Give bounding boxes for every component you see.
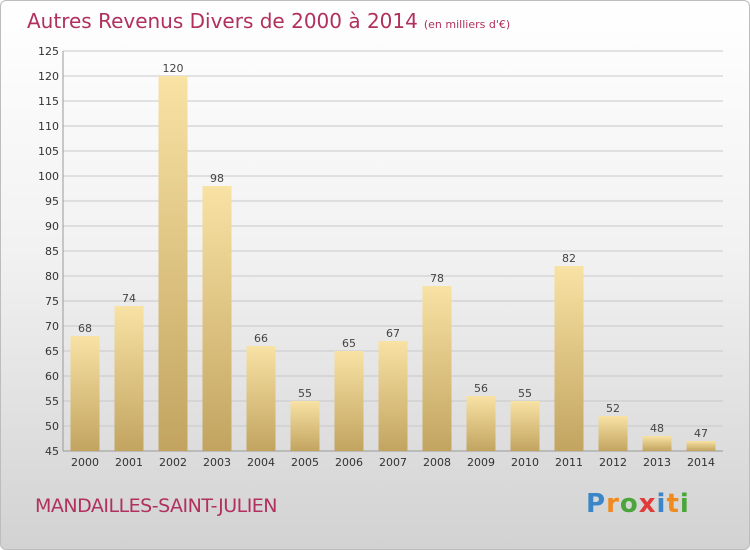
- y-tick-label: 45: [45, 445, 59, 458]
- x-tick-label: 2008: [423, 456, 451, 469]
- bar: [70, 336, 100, 451]
- bar: [246, 346, 276, 451]
- y-tick-label: 125: [38, 45, 59, 58]
- bar-value-label: 65: [342, 337, 356, 350]
- bar: [334, 351, 364, 451]
- logo-letter: i: [656, 489, 667, 519]
- bar: [554, 266, 584, 451]
- bar-value-label: 67: [386, 327, 400, 340]
- bar: [290, 401, 320, 451]
- logo-letter: P: [586, 489, 607, 519]
- bar-value-label: 120: [163, 62, 184, 75]
- x-tick-label: 2010: [511, 456, 539, 469]
- logo-letter: i: [679, 489, 690, 519]
- y-tick-label: 95: [45, 195, 59, 208]
- bar-value-label: 74: [122, 292, 136, 305]
- bar-value-label: 52: [606, 402, 620, 415]
- bar-value-label: 56: [474, 382, 488, 395]
- bar-value-label: 68: [78, 322, 92, 335]
- y-tick-label: 110: [38, 120, 59, 133]
- x-tick-label: 2000: [71, 456, 99, 469]
- bar: [510, 401, 540, 451]
- bar-value-label: 47: [694, 427, 708, 440]
- y-tick-label: 100: [38, 170, 59, 183]
- y-tick-label: 65: [45, 345, 59, 358]
- proxiti-logo: Proxiti: [586, 489, 690, 519]
- y-tick-label: 120: [38, 70, 59, 83]
- x-tick-label: 2013: [643, 456, 671, 469]
- bar: [466, 396, 496, 451]
- x-tick-label: 2004: [247, 456, 275, 469]
- y-tick-label: 105: [38, 145, 59, 158]
- bar: [686, 441, 716, 451]
- y-tick-label: 90: [45, 220, 59, 233]
- y-tick-label: 55: [45, 395, 59, 408]
- bar-value-label: 98: [210, 172, 224, 185]
- x-tick-label: 2011: [555, 456, 583, 469]
- y-tick-label: 75: [45, 295, 59, 308]
- chart-title-text: Autres Revenus Divers de 2000 à 2014: [27, 9, 418, 33]
- y-tick-label: 115: [38, 95, 59, 108]
- bar-value-label: 48: [650, 422, 664, 435]
- y-tick-label: 60: [45, 370, 59, 383]
- y-tick-label: 70: [45, 320, 59, 333]
- x-tick-label: 2001: [115, 456, 143, 469]
- bar: [422, 286, 452, 451]
- x-tick-label: 2012: [599, 456, 627, 469]
- bar: [598, 416, 628, 451]
- chart-title: Autres Revenus Divers de 2000 à 2014 (en …: [27, 9, 510, 33]
- y-tick-label: 85: [45, 245, 59, 258]
- logo-letter: t: [666, 489, 680, 519]
- x-tick-label: 2009: [467, 456, 495, 469]
- x-tick-label: 2006: [335, 456, 363, 469]
- place-name: MANDAILLES-SAINT-JULIEN: [35, 495, 278, 517]
- logo-letter: o: [619, 489, 639, 519]
- bar: [642, 436, 672, 451]
- x-tick-label: 2003: [203, 456, 231, 469]
- bar: [378, 341, 408, 451]
- bar: [202, 186, 232, 451]
- bar-value-label: 66: [254, 332, 268, 345]
- y-tick-label: 80: [45, 270, 59, 283]
- logo-letter: r: [606, 489, 620, 519]
- x-tick-label: 2005: [291, 456, 319, 469]
- bar-value-label: 55: [518, 387, 532, 400]
- logo-letter: x: [638, 489, 657, 519]
- x-tick-label: 2014: [687, 456, 715, 469]
- chart-unit: (en milliers d'€): [423, 18, 511, 31]
- x-tick-label: 2007: [379, 456, 407, 469]
- bar-value-label: 82: [562, 252, 576, 265]
- bar-value-label: 55: [298, 387, 312, 400]
- bar: [114, 306, 144, 451]
- x-tick-label: 2002: [159, 456, 187, 469]
- y-tick-label: 50: [45, 420, 59, 433]
- bar: [158, 76, 188, 451]
- bar-value-label: 78: [430, 272, 444, 285]
